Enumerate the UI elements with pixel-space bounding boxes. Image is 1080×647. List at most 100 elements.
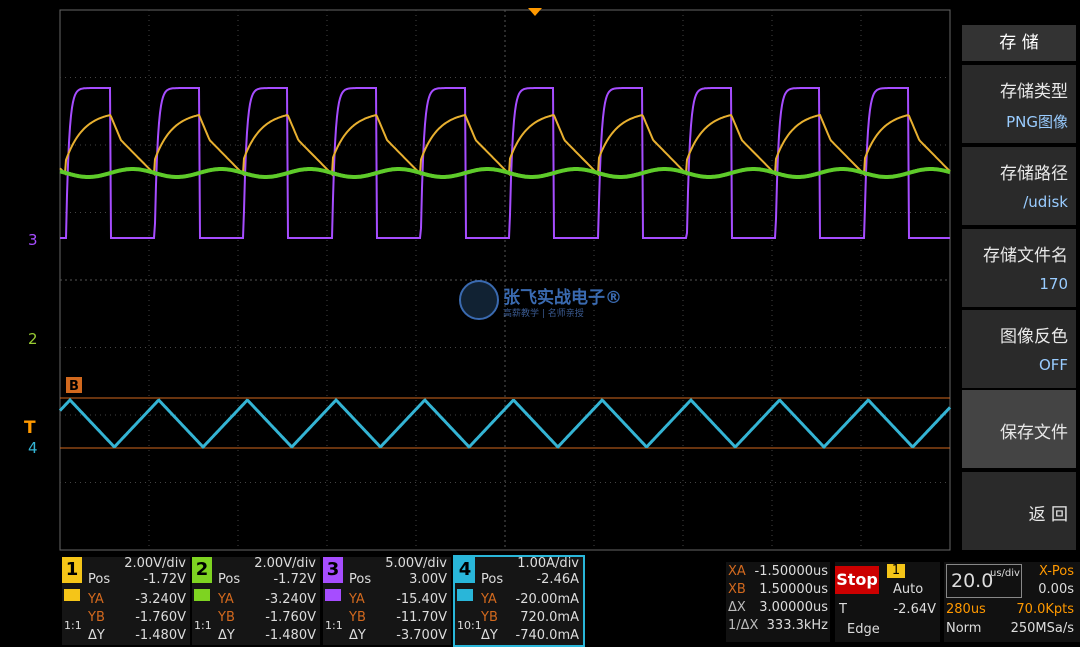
dy-value: -3.700V xyxy=(396,628,447,643)
coupling xyxy=(457,589,473,601)
yb-label: YB xyxy=(481,610,498,625)
mem-length: 280us xyxy=(946,602,986,617)
trigger-marker: T xyxy=(24,418,36,438)
dy-label: ΔY xyxy=(481,628,498,643)
channel-box[interactable]: 2 2.00V/div Pos -1.72V YA -3.240V YB -1.760V 1:1… xyxy=(192,556,320,645)
watermark-subtitle: 高薪教学 | 名师亲授 xyxy=(503,307,584,319)
timebase-scale[interactable]: 20.0 xyxy=(946,564,1022,598)
ya-value: -3.240V xyxy=(135,592,186,607)
watermark-title: 张飞实战电子® xyxy=(503,287,622,308)
ya-label: YA xyxy=(349,592,365,607)
cursor-value: 333.3kHz xyxy=(766,618,828,633)
trigger-panel: Stop 1 Auto T -2.64V Edge xyxy=(835,562,940,642)
xpos: 0.00s xyxy=(1038,582,1074,597)
menu-item[interactable]: 保存文件 xyxy=(962,390,1076,468)
trigger-level: -2.64V xyxy=(893,602,936,617)
sample-rate: 250MSa/s xyxy=(1010,621,1074,636)
timebase-panel: 20.0 us/div X-Pos 0.00s 280us 70.0Kpts Norm 250… xyxy=(944,562,1080,642)
cursor-label: XB xyxy=(728,582,746,597)
ch2-wave xyxy=(59,167,951,179)
yb-value: -1.760V xyxy=(135,610,186,625)
menu-label: 图像反色 xyxy=(1000,327,1068,347)
trigger-level-label: T xyxy=(839,602,847,617)
menu-label: 存储路径 xyxy=(1000,164,1068,184)
ch3-marker: 3 xyxy=(28,231,38,249)
cursor-b-badge xyxy=(66,377,82,393)
xpos-label: X-Pos xyxy=(1038,564,1074,579)
channel-scale: 2.00V/div xyxy=(254,556,316,571)
pos-value: -2.46A xyxy=(536,572,579,587)
menu-value: /udisk xyxy=(1023,193,1068,211)
pos-value: -1.72V xyxy=(273,572,316,587)
cursor-label: 1/ΔX xyxy=(728,618,759,633)
points: 70.0Kpts xyxy=(1016,602,1074,617)
channel-badge: 4 xyxy=(455,557,475,583)
ch3-wave xyxy=(60,87,950,239)
probe: 1:1 xyxy=(325,619,343,632)
dy-value: -740.0mA xyxy=(515,628,579,643)
menu-label: 保存文件 xyxy=(1000,423,1068,443)
ya-label: YA xyxy=(88,592,104,607)
cursor-value: 1.50000us xyxy=(759,582,828,597)
cursor-value: 3.00000us xyxy=(759,600,828,615)
trigger-pos xyxy=(528,8,542,16)
yb-label: YB xyxy=(88,610,105,625)
screen: 3 2 4T B 张飞实战电子®高薪教学 | 名师亲授 xyxy=(24,8,952,551)
acq-mode: Norm xyxy=(946,621,982,636)
yb-value: -1.760V xyxy=(265,610,316,625)
dy-label: ΔY xyxy=(88,628,105,643)
coupling xyxy=(325,589,341,601)
menu-title: 存 储 xyxy=(962,25,1076,61)
menu-label: 返 回 xyxy=(1028,505,1068,525)
menu-item[interactable]: 存储路径/udisk xyxy=(962,147,1076,225)
ya-label: YA xyxy=(481,592,497,607)
menu-item[interactable]: 返 回 xyxy=(962,472,1076,550)
cursor-label: ΔX xyxy=(728,600,746,615)
menu-item[interactable]: 存储类型 PNG图像 xyxy=(962,65,1076,143)
menu-item[interactable]: 图像反色 OFF xyxy=(962,310,1076,388)
menu-item[interactable]: 存储文件名 170 xyxy=(962,229,1076,307)
cursor-b-marker: B xyxy=(69,379,79,394)
brand xyxy=(8,572,52,602)
cursor-value: -1.50000us xyxy=(754,564,828,579)
channel-box[interactable]: 3 5.00V/div Pos 3.00V YA -15.40V YB -11.70V 1:1 Δ… xyxy=(323,556,451,645)
channel-scale: 2.00V/div xyxy=(124,556,186,571)
trigger-mode: Auto xyxy=(893,582,924,597)
yb-label: YB xyxy=(218,610,235,625)
ch2-marker: 2 xyxy=(28,330,38,348)
trigger-source: 1 xyxy=(887,564,905,578)
channel-scale: 1.00A/div xyxy=(517,556,579,571)
ya-value: -15.40V xyxy=(396,592,447,607)
channel-scale: 5.00V/div xyxy=(385,556,447,571)
channel-badge: 3 xyxy=(323,557,343,583)
channel-box[interactable]: 1 2.00V/div Pos -1.72V YA -3.240V YB -1.760V 1:1… xyxy=(62,556,190,645)
cursor-panel: XA -1.50000us XB 1.50000us ΔX 3.00000us 1/ΔX 33… xyxy=(726,562,830,642)
yb-value: 720.0mA xyxy=(520,610,579,625)
dy-value: -1.480V xyxy=(265,628,316,643)
pos-label: Pos xyxy=(349,572,372,587)
ch4-marker: 4 xyxy=(28,439,38,457)
menu-label: 存储类型 xyxy=(1000,82,1068,102)
pos-label: Pos xyxy=(481,572,504,587)
menu-value: PNG图像 xyxy=(1006,113,1068,131)
pos-value: 3.00V xyxy=(409,572,447,587)
dy-label: ΔY xyxy=(349,628,366,643)
channel-box[interactable]: 4 1.00A/div Pos -2.46A YA -20.00mA YB 720.0mA 10… xyxy=(453,555,585,647)
yb-value: -11.70V xyxy=(396,610,447,625)
menu-label: 存储文件名 xyxy=(983,246,1068,266)
run-state[interactable]: Stop xyxy=(835,566,879,594)
dy-value: -1.480V xyxy=(135,628,186,643)
probe: 1:1 xyxy=(64,619,82,632)
yb-label: YB xyxy=(349,610,366,625)
probe: 1:1 xyxy=(194,619,212,632)
coupling xyxy=(64,589,80,601)
timebase-unit: us/div xyxy=(990,568,1020,579)
probe: 10:1 xyxy=(457,619,482,632)
pos-label: Pos xyxy=(88,572,111,587)
menu-value: 170 xyxy=(1039,275,1068,293)
ya-value: -3.240V xyxy=(265,592,316,607)
dy-label: ΔY xyxy=(218,628,235,643)
ch4-wave xyxy=(58,397,952,449)
pos-value: -1.72V xyxy=(143,572,186,587)
